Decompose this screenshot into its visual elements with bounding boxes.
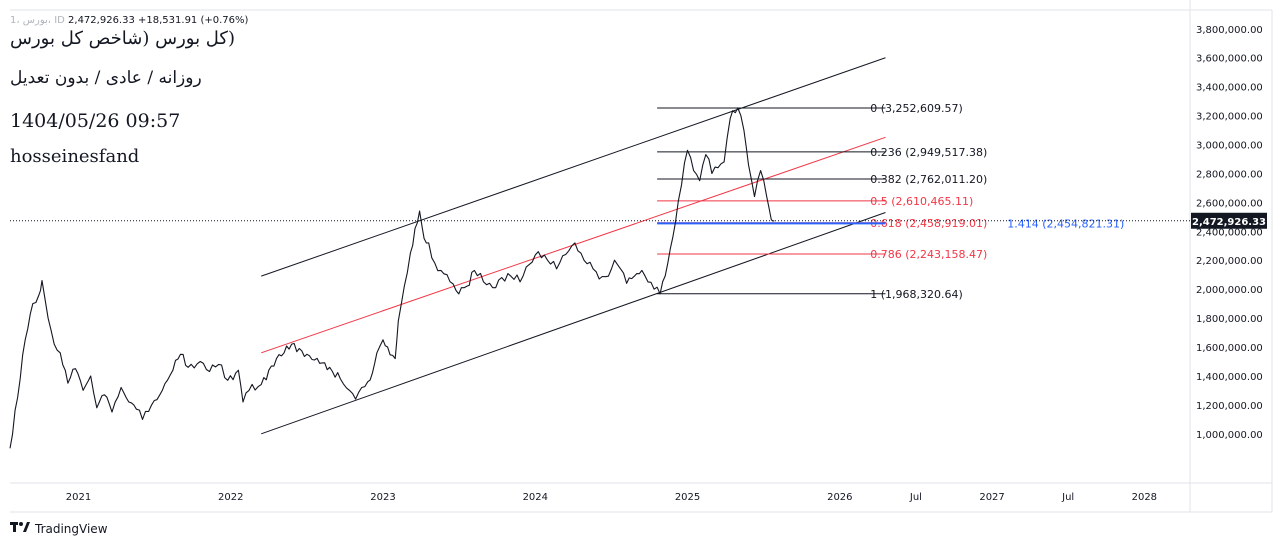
fib-level-label: 0 (3,252,609.57) bbox=[870, 102, 963, 115]
fib-level-label: 0.618 (2,458,919.01) bbox=[870, 217, 987, 230]
chart-axes bbox=[10, 0, 1273, 513]
x-tick-label: 2028 bbox=[1132, 492, 1157, 503]
fib-extension-label: 1.414 (2,454,821.31) bbox=[1007, 217, 1124, 230]
price-series bbox=[9, 107, 775, 449]
fib-level-label: 0.786 (2,243,158.47) bbox=[870, 248, 987, 261]
x-tick-label: 2027 bbox=[979, 492, 1004, 503]
x-axis-labels: 2021 2022 2023 2024 2025 2026 Jul 2027 Jul 2028 bbox=[66, 492, 1157, 503]
y-tick-label: 1,600,000.00 bbox=[1196, 343, 1263, 354]
x-tick-label: 2026 bbox=[827, 492, 852, 503]
y-tick-label: 3,200,000.00 bbox=[1196, 112, 1263, 123]
x-tick-label: 2023 bbox=[370, 492, 395, 503]
x-tick-label: 2024 bbox=[523, 492, 548, 503]
tradingview-brand[interactable]: TradingView bbox=[10, 521, 108, 536]
fib-level-label: 0.382 (2,762,011.20) bbox=[870, 173, 987, 186]
y-tick-label: 3,800,000.00 bbox=[1196, 25, 1263, 36]
chart-datetime: 1404/05/26 09:57 bbox=[10, 110, 181, 132]
symbol-change: +18,531.91 bbox=[138, 15, 198, 26]
y-tick-label: 2,600,000.00 bbox=[1196, 198, 1263, 209]
lower-channel-line[interactable] bbox=[261, 212, 886, 435]
x-tick-label: Jul bbox=[1061, 492, 1074, 503]
y-tick-label: 2,200,000.00 bbox=[1196, 256, 1263, 267]
y-axis-labels: 1,000,000.00 1,200,000.00 1,400,000.00 1,60… bbox=[1196, 25, 1263, 441]
last-price-badge bbox=[1191, 212, 1267, 229]
y-tick-label: 3,600,000.00 bbox=[1196, 54, 1263, 65]
last-price-label: 2,472,926.33 bbox=[1192, 217, 1266, 228]
chart-subtitle: روزانه / عادی / بدون تعدیل bbox=[10, 68, 202, 88]
y-tick-label: 3,400,000.00 bbox=[1196, 83, 1263, 94]
fib-retracement: 0 (3,252,609.57) 0.236 (2,949,517.38) 0.38… bbox=[657, 102, 1124, 301]
y-tick-label: 1,000,000.00 bbox=[1196, 430, 1263, 441]
y-tick-label: 1,200,000.00 bbox=[1196, 401, 1263, 412]
chart-title: (کل بورس (شاخص کل بورس bbox=[10, 28, 236, 49]
x-tick-label: 2021 bbox=[66, 492, 91, 503]
y-tick-label: 1,800,000.00 bbox=[1196, 314, 1263, 325]
price-line[interactable] bbox=[9, 107, 775, 449]
x-tick-label: Jul bbox=[909, 492, 922, 503]
symbol-change-pct: (+0.76%) bbox=[200, 15, 249, 26]
symbol-name: 1، بورس، ID bbox=[10, 15, 65, 26]
y-tick-label: 2,800,000.00 bbox=[1196, 169, 1263, 180]
fib-level-label: 0.236 (2,949,517.38) bbox=[870, 146, 987, 159]
fib-level-label: 1 (1,968,320.64) bbox=[870, 288, 963, 301]
last-price-marker: 2,472,926.33 bbox=[10, 212, 1267, 229]
trend-channel bbox=[261, 57, 886, 435]
x-tick-label: 2025 bbox=[675, 492, 700, 503]
fib-level-label: 0.5 (2,610,465.11) bbox=[870, 195, 973, 208]
chart-author: hosseinesfand bbox=[10, 146, 140, 167]
y-tick-label: 1,400,000.00 bbox=[1196, 372, 1263, 383]
tradingview-logo-icon bbox=[10, 521, 30, 536]
upper-channel-line[interactable] bbox=[261, 57, 886, 277]
y-tick-label: 2,400,000.00 bbox=[1196, 227, 1263, 238]
y-tick-label: 3,000,000.00 bbox=[1196, 141, 1263, 152]
symbol-price: 2,472,926.33 bbox=[68, 15, 135, 26]
symbol-info-line: 1، بورس، ID 2,472,926.33 +18,531.91 (+0.… bbox=[10, 15, 248, 26]
x-tick-label: 2022 bbox=[218, 492, 243, 503]
tradingview-brand-label: TradingView bbox=[35, 521, 108, 536]
y-tick-label: 2,000,000.00 bbox=[1196, 285, 1263, 296]
